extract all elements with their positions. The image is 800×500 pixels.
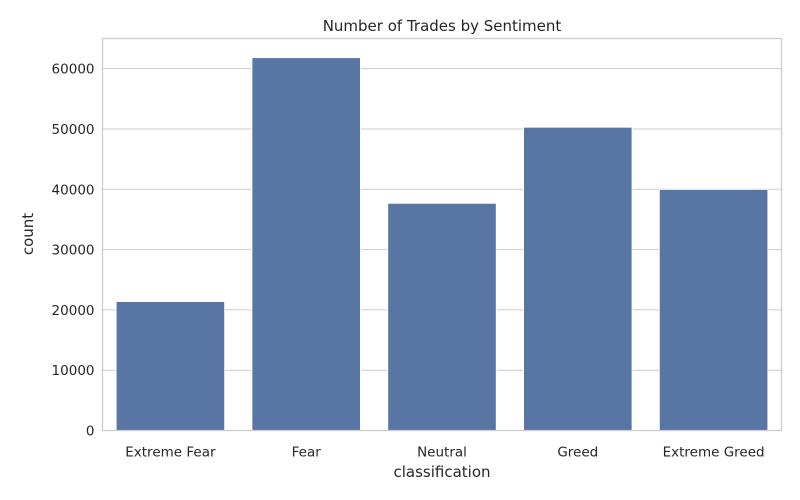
y-tick-label: 30000 <box>52 243 95 259</box>
x-tick-label: Greed <box>557 445 598 461</box>
bar-neutral <box>387 202 497 431</box>
x-tick-label: Extreme Fear <box>125 445 216 461</box>
x-tick-label: Fear <box>292 445 322 461</box>
y-tick-label: 50000 <box>52 122 95 138</box>
y-tick-label: 20000 <box>52 303 95 319</box>
y-tick-label: 60000 <box>52 62 95 78</box>
x-tick-label: Extreme Greed <box>663 445 765 461</box>
plot-frame <box>101 37 783 432</box>
chart-title: Number of Trades by Sentiment <box>323 17 562 35</box>
x-tick-labels: Extreme Fear Fear Neutral Greed Extreme Gree… <box>125 445 764 461</box>
bar-extreme-greed <box>658 188 769 431</box>
y-tick-label: 40000 <box>52 182 95 198</box>
y-tick-label: 0 <box>86 424 95 440</box>
bar-greed <box>522 126 633 431</box>
x-tick-label: Neutral <box>417 445 467 461</box>
bars <box>115 57 769 432</box>
y-axis-label: count <box>19 213 37 255</box>
y-tick-labels: 0 10000 20000 30000 40000 50000 60000 <box>52 62 95 440</box>
x-axis-label: classification <box>393 463 490 481</box>
bar-extreme-fear <box>115 300 226 431</box>
bar-fear <box>251 57 362 432</box>
y-tick-label: 10000 <box>52 363 95 379</box>
